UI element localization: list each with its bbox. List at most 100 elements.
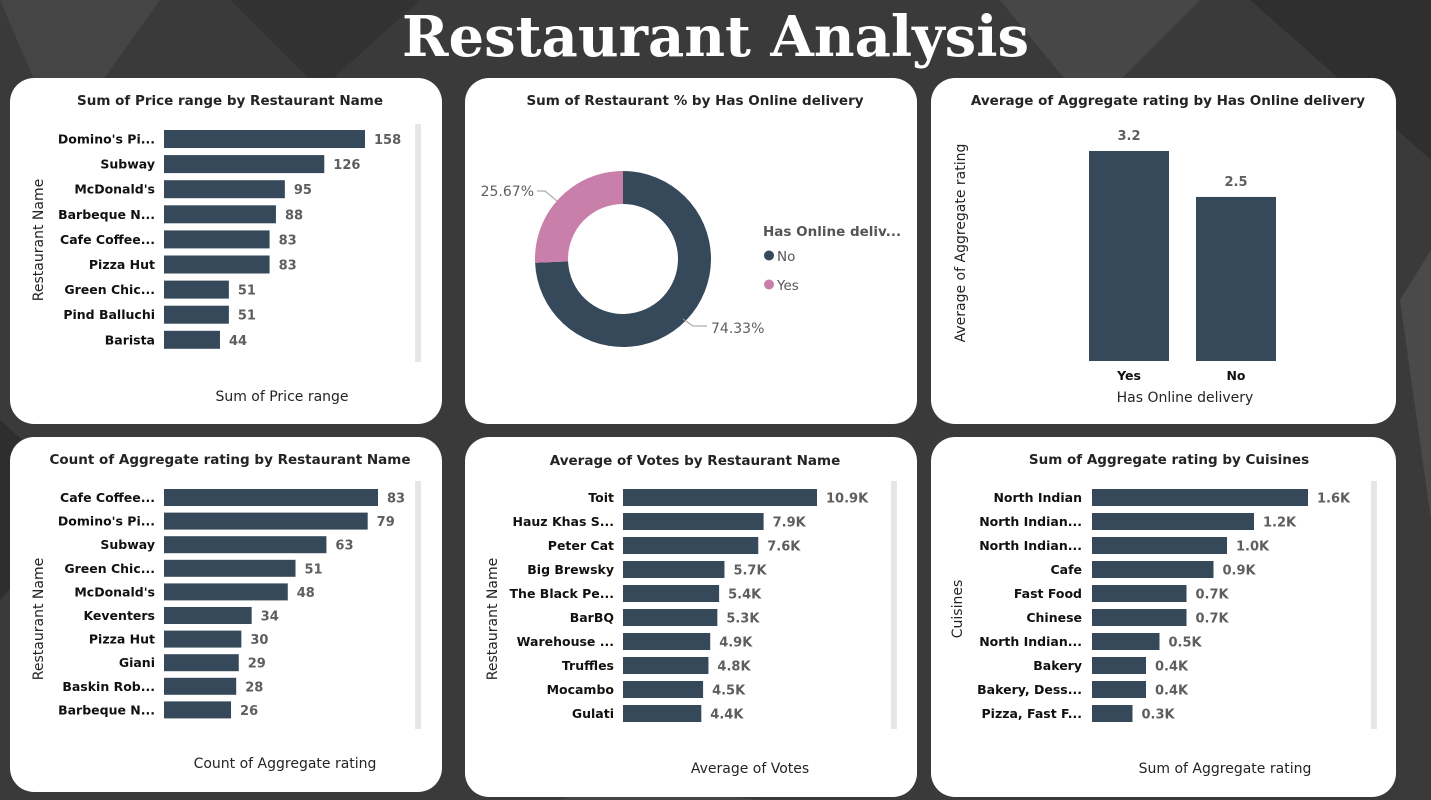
bar [623, 513, 764, 530]
data-label: 0.4K [1155, 684, 1189, 699]
page-title: Restaurant Analysis [401, 4, 1030, 70]
data-label: 88 [285, 208, 303, 223]
donut-slice-yes [535, 171, 623, 263]
data-label: 126 [333, 158, 360, 173]
bar [1196, 196, 1276, 361]
category-label: Truffles [562, 658, 614, 673]
bar [623, 561, 725, 578]
scrollbar-track [415, 481, 421, 729]
y-axis-title: Restaurant Name [31, 558, 47, 680]
category-label: Subway [100, 157, 155, 172]
data-label: 30 [250, 633, 268, 648]
leader-line [682, 318, 707, 327]
category-label: Green Chic... [64, 282, 155, 297]
data-label: 4.9K [719, 636, 753, 651]
bar [1092, 705, 1133, 722]
category-label: Giani [119, 655, 155, 670]
category-label: Gulati [572, 706, 614, 721]
bar [164, 180, 285, 199]
bar [164, 130, 365, 148]
bar [623, 609, 718, 626]
bar [164, 536, 327, 554]
y-axis-title: Average of Aggregate rating [953, 144, 969, 343]
bar [623, 705, 702, 722]
bar [164, 489, 378, 506]
category-label: Barbeque N... [58, 702, 155, 717]
chart-title: Sum of Price range by Restaurant Name [77, 93, 383, 109]
chart-title: Average of Votes by Restaurant Name [550, 453, 840, 469]
bar [164, 583, 288, 601]
bar [164, 654, 239, 672]
bar [623, 657, 709, 674]
category-label: Cafe Coffee... [60, 232, 155, 247]
category-label: Domino's Pi... [58, 132, 155, 147]
bar [164, 230, 270, 249]
category-label: North Indian [993, 490, 1082, 505]
category-label: Fast Food [1014, 586, 1082, 601]
category-label: BarBQ [570, 610, 614, 625]
x-axis-title: Sum of Aggregate rating [1139, 761, 1312, 777]
category-label: North Indian... [979, 514, 1082, 529]
category-label: Cafe [1050, 562, 1082, 577]
data-label: 5.3K [726, 612, 760, 627]
bar [1089, 151, 1169, 361]
category-label: Warehouse ... [517, 634, 614, 649]
chart-title: Sum of Aggregate rating by Cuisines [1029, 452, 1309, 468]
category-label: Hauz Khas S... [513, 514, 614, 529]
data-label: 5.4K [728, 588, 762, 603]
card-average-votes: Average of Votes by Restaurant Name Resta… [465, 437, 917, 797]
data-label: 7.9K [773, 516, 807, 531]
chart-online-delivery-donut: Sum of Restaurant % by Has Online delive… [481, 93, 901, 347]
card-cuisines-rating: Sum of Aggregate rating by Cuisines Cuisi… [931, 437, 1396, 797]
category-label: No [1226, 368, 1245, 383]
bar [164, 630, 242, 648]
data-label: 1.2K [1263, 516, 1297, 531]
bar [164, 255, 270, 274]
category-label: Keventers [83, 608, 155, 623]
chart-title: Count of Aggregate rating by Restaurant … [50, 452, 411, 468]
chart-title: Average of Aggregate rating by Has Onlin… [971, 93, 1365, 109]
data-label: 5.7K [733, 564, 767, 579]
scrollbar-track [415, 124, 421, 362]
leader-line [537, 190, 558, 202]
bar [623, 489, 817, 506]
bar [1092, 609, 1187, 626]
bar [1092, 681, 1146, 698]
category-label: Domino's Pi... [58, 514, 155, 529]
bar [623, 681, 704, 698]
data-label: 26 [240, 704, 258, 719]
category-label: Baskin Rob... [62, 679, 155, 694]
bar [164, 155, 325, 174]
data-label: 0.9K [1223, 564, 1257, 579]
data-label: 51 [238, 284, 256, 299]
card-online-delivery-donut: Sum of Restaurant % by Has Online delive… [465, 78, 917, 424]
category-label: Barista [105, 332, 155, 347]
data-label: 2.5 [1224, 175, 1247, 190]
data-label: 95 [294, 183, 312, 198]
card-count-aggregate-rating: Count of Aggregate rating by Restaurant … [10, 437, 442, 792]
data-label: 7.6K [767, 540, 801, 555]
category-label: Cafe Coffee... [60, 490, 155, 505]
category-label: North Indian... [979, 634, 1082, 649]
chart-price-range: Sum of Price range by Restaurant Name Res… [31, 93, 421, 405]
data-label: 63 [335, 539, 353, 554]
data-label: 1.0K [1236, 540, 1270, 555]
chart-cuisines-rating: Sum of Aggregate rating by Cuisines Cuisi… [950, 452, 1377, 777]
data-label: 158 [374, 133, 401, 148]
category-label: Pizza Hut [89, 632, 155, 647]
donut-slice-no [535, 171, 711, 347]
bar [164, 330, 220, 349]
y-axis-title: Cuisines [950, 580, 966, 639]
data-label: 51 [238, 309, 256, 324]
legend-marker [764, 250, 774, 261]
category-label: Yes [1116, 368, 1141, 383]
category-label: Peter Cat [548, 538, 614, 553]
category-label: North Indian... [979, 538, 1082, 553]
data-label: 0.5K [1169, 636, 1203, 651]
data-label: 83 [279, 233, 297, 248]
category-label: Bakery [1033, 658, 1082, 673]
data-label: 0.4K [1155, 660, 1189, 675]
data-label: 48 [297, 586, 315, 601]
x-axis-title: Count of Aggregate rating [194, 756, 377, 772]
category-label: Toit [588, 490, 614, 505]
